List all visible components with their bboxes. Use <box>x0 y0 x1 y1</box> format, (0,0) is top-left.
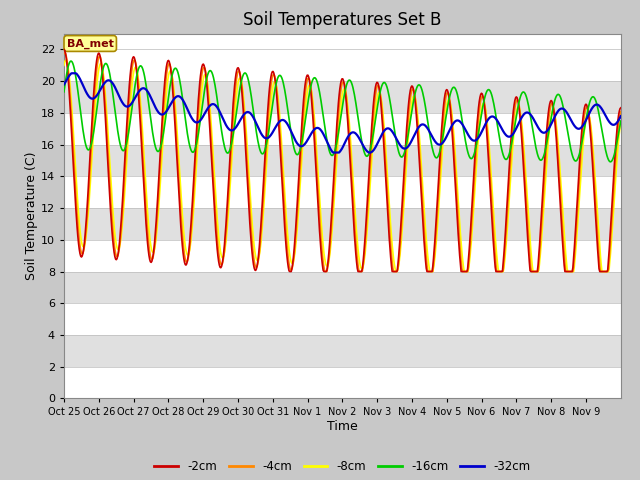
Bar <box>64 144 621 176</box>
-4cm <box>401 163 409 168</box>
-4cm <box>126 86 134 92</box>
-16cm <box>277 73 285 79</box>
-2cm <box>432 225 440 231</box>
-2cm <box>276 148 284 154</box>
-2cm <box>617 105 625 111</box>
Line: -8cm: -8cm <box>64 60 621 272</box>
Legend: -2cm, -4cm, -8cm, -16cm, -32cm: -2cm, -4cm, -8cm, -16cm, -32cm <box>150 456 535 478</box>
Line: -16cm: -16cm <box>64 61 621 162</box>
Y-axis label: Soil Temperature (C): Soil Temperature (C) <box>25 152 38 280</box>
Bar <box>64 49 621 81</box>
-16cm <box>126 120 134 125</box>
-4cm <box>60 51 68 57</box>
-32cm <box>126 102 134 108</box>
-2cm <box>125 82 133 88</box>
-8cm <box>126 105 134 111</box>
-4cm <box>277 147 285 153</box>
Bar <box>64 367 621 398</box>
Line: -4cm: -4cm <box>64 53 621 272</box>
-32cm <box>401 146 409 152</box>
-4cm <box>321 269 329 275</box>
-32cm <box>60 82 68 87</box>
Title: Soil Temperatures Set B: Soil Temperatures Set B <box>243 11 442 29</box>
X-axis label: Time: Time <box>327 420 358 433</box>
-4cm <box>256 243 264 249</box>
-16cm <box>607 159 614 165</box>
Bar <box>64 335 621 367</box>
-4cm <box>61 50 68 56</box>
-16cm <box>60 89 68 95</box>
Text: BA_met: BA_met <box>67 38 114 48</box>
-32cm <box>330 150 337 156</box>
-16cm <box>256 147 264 153</box>
-2cm <box>286 269 294 275</box>
-32cm <box>256 129 264 134</box>
-8cm <box>277 132 285 138</box>
-32cm <box>617 113 625 119</box>
-8cm <box>60 62 68 68</box>
-8cm <box>401 181 409 187</box>
-8cm <box>433 238 440 243</box>
Bar <box>64 208 621 240</box>
-16cm <box>228 136 236 142</box>
-32cm <box>277 118 285 123</box>
-4cm <box>228 126 236 132</box>
Bar <box>64 81 621 113</box>
Bar <box>64 176 621 208</box>
-8cm <box>617 120 625 125</box>
Bar <box>64 272 621 303</box>
-2cm <box>60 47 68 52</box>
-16cm <box>617 118 625 124</box>
-4cm <box>617 109 625 115</box>
Bar <box>64 113 621 144</box>
-16cm <box>67 58 75 64</box>
-32cm <box>68 71 76 76</box>
-2cm <box>228 123 236 129</box>
-8cm <box>228 146 236 152</box>
-4cm <box>433 226 440 231</box>
Line: -32cm: -32cm <box>64 73 621 153</box>
-8cm <box>393 269 401 275</box>
-2cm <box>255 244 263 250</box>
-32cm <box>433 140 440 146</box>
-8cm <box>256 248 264 253</box>
Bar <box>64 240 621 272</box>
Line: -2cm: -2cm <box>64 49 621 272</box>
-16cm <box>401 150 408 156</box>
-8cm <box>62 57 70 63</box>
-16cm <box>432 155 440 160</box>
Bar <box>64 303 621 335</box>
-2cm <box>401 160 408 166</box>
-32cm <box>228 127 236 133</box>
